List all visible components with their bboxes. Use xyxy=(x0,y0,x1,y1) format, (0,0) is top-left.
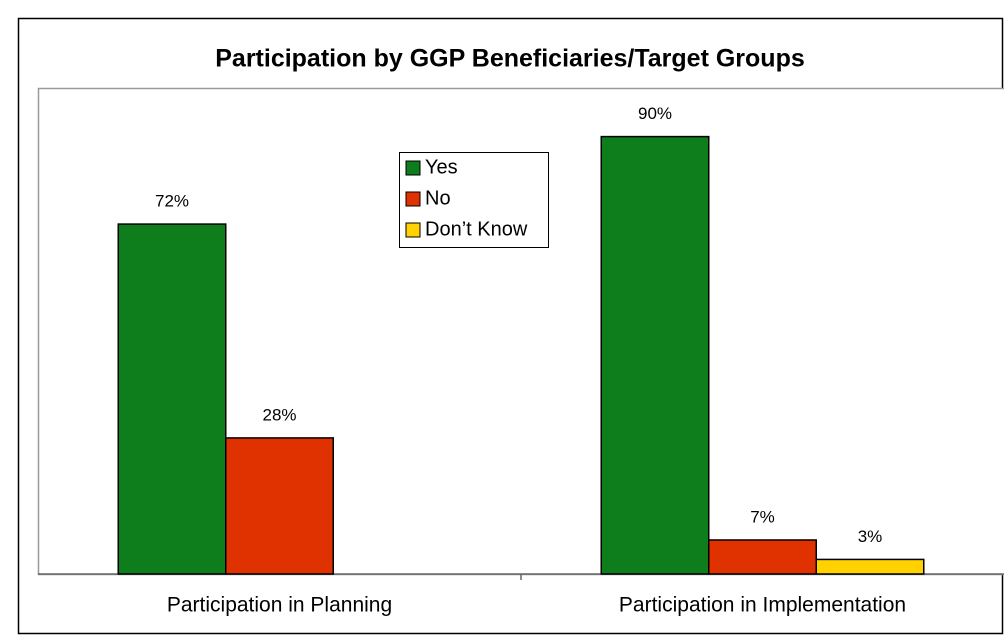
value-label: 3% xyxy=(858,527,883,546)
bar xyxy=(225,437,334,575)
chart-title: Participation by GGP Beneficiaries/Targe… xyxy=(215,45,805,73)
legend-label: Yes xyxy=(425,156,458,178)
value-label: 7% xyxy=(750,507,775,526)
value-label: 28% xyxy=(262,405,296,424)
legend-swatch xyxy=(405,160,421,176)
bar xyxy=(815,558,925,575)
legend-label: No xyxy=(425,187,451,209)
x-tick-label: Participation in Implementation xyxy=(619,594,906,617)
value-label: 90% xyxy=(638,104,672,123)
legend-swatch xyxy=(405,222,421,238)
bar xyxy=(708,539,817,575)
bar xyxy=(600,135,710,575)
legend-swatch xyxy=(405,191,421,207)
bar xyxy=(117,223,227,575)
x-tick-label: Participation in Planning xyxy=(167,594,392,617)
legend-label: Don’t Know xyxy=(425,218,528,240)
legend-box xyxy=(399,152,549,248)
value-label: 72% xyxy=(155,192,189,211)
